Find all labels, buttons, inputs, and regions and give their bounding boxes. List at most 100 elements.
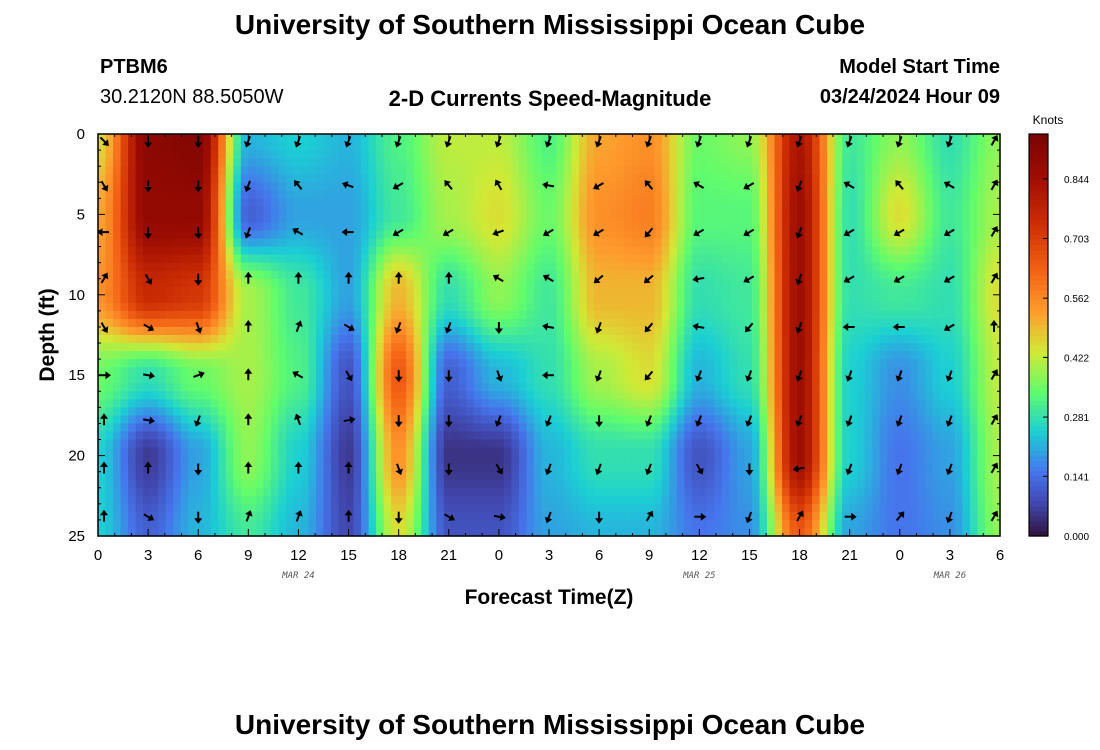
- heatmap-cell: [894, 326, 903, 336]
- heatmap-cell: [962, 399, 971, 408]
- heatmap-cell: [977, 270, 986, 280]
- heatmap-cell: [571, 158, 580, 167]
- heatmap-cell: [263, 150, 272, 159]
- heatmap-cell: [105, 423, 114, 433]
- heatmap-cell: [353, 431, 362, 441]
- heatmap-cell: [721, 335, 730, 344]
- heatmap-cell: [203, 407, 212, 416]
- heatmap-cell: [789, 439, 798, 449]
- heatmap-cell: [586, 262, 595, 272]
- heatmap-cell: [150, 367, 159, 376]
- heatmap-cell: [849, 150, 858, 159]
- heatmap-cell: [383, 286, 392, 296]
- heatmap-cell: [654, 190, 663, 199]
- heatmap-cell: [571, 246, 580, 256]
- heatmap-cell: [233, 190, 242, 199]
- heatmap-cell: [331, 222, 340, 232]
- heatmap-cell: [293, 214, 302, 224]
- heatmap-cell: [413, 447, 422, 457]
- heatmap-cell: [398, 182, 407, 191]
- heatmap-cell: [827, 166, 836, 175]
- heatmap-cell: [98, 343, 107, 352]
- heatmap-cell: [353, 174, 362, 183]
- heatmap-cell: [233, 254, 242, 264]
- heatmap-cell: [609, 238, 618, 248]
- heatmap-cell: [932, 206, 941, 215]
- heatmap-cell: [225, 238, 234, 248]
- heatmap-cell: [586, 134, 595, 143]
- heatmap-cell: [586, 359, 595, 368]
- heatmap-cell: [128, 351, 137, 360]
- heatmap-cell: [496, 270, 505, 280]
- heatmap-cell: [203, 391, 212, 400]
- heatmap-cell: [248, 375, 257, 384]
- heatmap-cell: [969, 142, 979, 151]
- heatmap-cell: [218, 439, 227, 449]
- heatmap-cell: [391, 431, 400, 441]
- heatmap-cell: [398, 278, 407, 288]
- heatmap-cell: [849, 174, 858, 183]
- heatmap-cell: [556, 214, 565, 224]
- heatmap-cell: [864, 439, 873, 449]
- heatmap-cell: [616, 447, 625, 457]
- heatmap-cell: [917, 294, 926, 304]
- heatmap-cell: [105, 238, 114, 248]
- heatmap-cell: [113, 391, 122, 400]
- heatmap-cell: [706, 415, 715, 425]
- heatmap-cell: [315, 238, 325, 248]
- heatmap-cell: [533, 423, 543, 433]
- heatmap-cell: [564, 367, 573, 376]
- heatmap-cell: [594, 222, 603, 232]
- heatmap-cell: [541, 455, 550, 465]
- heatmap-cell: [225, 182, 234, 191]
- heatmap-cell: [624, 150, 633, 159]
- heatmap-cell: [481, 150, 490, 159]
- heatmap-cell: [361, 142, 370, 151]
- heatmap-cell: [331, 246, 340, 256]
- heatmap-cell: [346, 383, 355, 392]
- heatmap-cell: [834, 254, 843, 264]
- heatmap-cell: [962, 254, 971, 264]
- heatmap-cell: [947, 190, 956, 199]
- heatmap-cell: [819, 343, 828, 352]
- heatmap-cell: [323, 174, 332, 183]
- heatmap-cell: [834, 286, 843, 296]
- heatmap-cell: [699, 326, 708, 336]
- heatmap-cell: [909, 134, 918, 143]
- heatmap-cell: [729, 318, 738, 328]
- heatmap-cell: [173, 190, 182, 199]
- heatmap-cell: [383, 383, 392, 392]
- heatmap-cell: [571, 439, 580, 449]
- heatmap-cell: [902, 415, 911, 425]
- heatmap-cell: [744, 190, 753, 199]
- heatmap-cell: [954, 166, 964, 175]
- heatmap-cell: [315, 391, 325, 400]
- heatmap-cell: [361, 198, 370, 207]
- heatmap-cell: [691, 214, 700, 224]
- heatmap-cell: [661, 142, 670, 151]
- heatmap-cell: [721, 230, 730, 240]
- heatmap-cell: [842, 286, 851, 296]
- heatmap-cell: [248, 351, 257, 360]
- heatmap-cell: [789, 375, 798, 384]
- heatmap-cell: [864, 166, 873, 175]
- heatmap-cell: [857, 375, 866, 384]
- heatmap-cell: [218, 455, 227, 465]
- heatmap-cell: [383, 310, 392, 320]
- heatmap-cell: [225, 246, 234, 256]
- heatmap-cell: [669, 206, 678, 215]
- heatmap-cell: [917, 375, 926, 384]
- heatmap-cell: [383, 174, 392, 183]
- heatmap-cell: [759, 246, 768, 256]
- heatmap-cell: [421, 375, 430, 384]
- heatmap-cell: [458, 359, 467, 368]
- heatmap-cell: [819, 134, 828, 143]
- heatmap-cell: [488, 463, 497, 473]
- heatmap-cell: [699, 318, 708, 328]
- heatmap-cell: [353, 150, 362, 159]
- heatmap-cell: [105, 278, 114, 288]
- heatmap-cell: [939, 391, 948, 400]
- heatmap-cell: [451, 391, 460, 400]
- heatmap-cell: [488, 230, 497, 240]
- heatmap-cell: [857, 318, 866, 328]
